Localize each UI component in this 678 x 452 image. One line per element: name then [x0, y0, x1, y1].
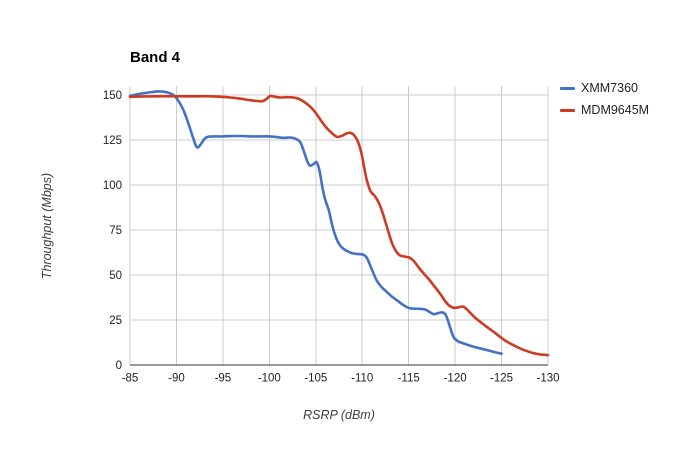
x-axis-title: RSRP (dBm): [303, 408, 375, 422]
legend-item-mdm9645m[interactable]: MDM9645M: [560, 103, 649, 117]
x-tick-label: -95: [215, 373, 232, 385]
legend-label-xmm7360: XMM7360: [581, 81, 638, 95]
x-tick-label: -115: [398, 373, 420, 385]
y-tick-label: 125: [103, 135, 122, 147]
y-tick-label: 25: [109, 315, 122, 327]
x-tick-label: -125: [490, 373, 513, 385]
y-tick-label: 150: [103, 90, 122, 102]
x-tick-label: -110: [351, 373, 373, 385]
series-line-xmm7360: [128, 90, 503, 355]
legend-label-mdm9645m: MDM9645M: [581, 103, 650, 117]
chart-title: Band 4: [130, 49, 181, 66]
y-tick-label: 50: [109, 270, 122, 282]
series-line-mdm9645m: [128, 94, 550, 357]
x-tick-label: -105: [304, 373, 327, 385]
y-tick-label: 100: [103, 180, 122, 192]
y-tick-label: 0: [116, 360, 122, 372]
legend-item-xmm7360[interactable]: XMM7360: [560, 81, 649, 95]
y-axis-title: Throughput (Mbps): [40, 172, 54, 280]
legend-swatch-xmm7360: [560, 86, 575, 90]
x-tick-label: -130: [536, 373, 559, 385]
x-tick-label: -85: [122, 373, 139, 385]
x-tick-label: -90: [168, 373, 185, 385]
legend-swatch-mdm9645m: [560, 108, 575, 112]
legend: XMM7360 MDM9645M: [560, 81, 649, 117]
x-tick-label: -120: [444, 373, 467, 385]
x-tick-label: -100: [258, 373, 281, 385]
y-tick-label: 75: [109, 225, 122, 237]
